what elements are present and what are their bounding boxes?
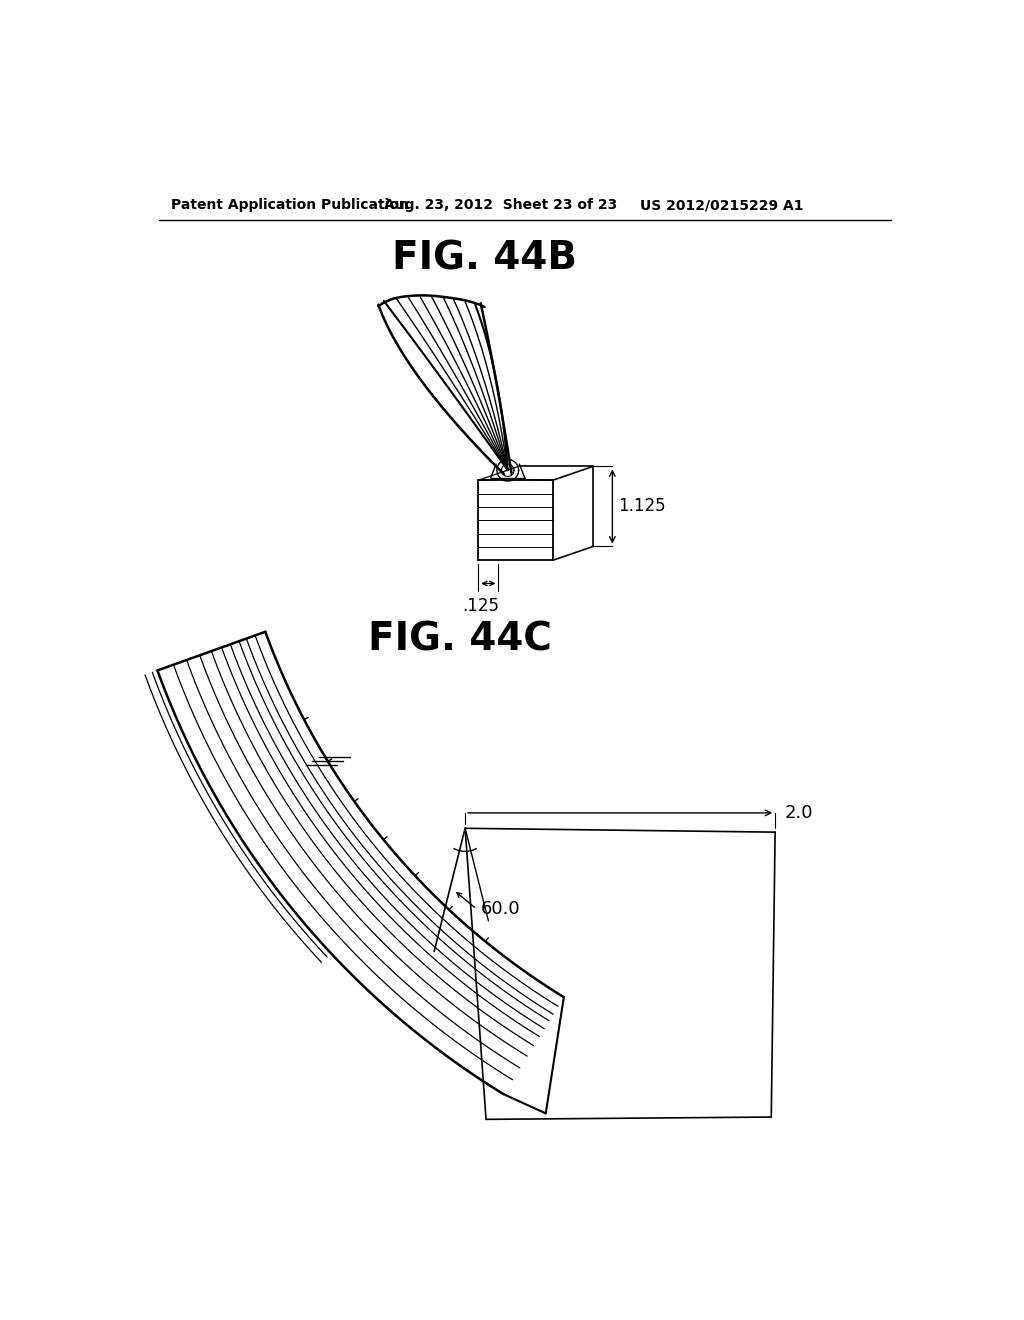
- Text: 60.0: 60.0: [480, 900, 520, 919]
- Text: Patent Application Publication: Patent Application Publication: [171, 198, 409, 213]
- Text: .125: .125: [462, 598, 499, 615]
- Text: US 2012/0215229 A1: US 2012/0215229 A1: [640, 198, 803, 213]
- Text: 1.125: 1.125: [618, 498, 667, 515]
- Text: FIG. 44C: FIG. 44C: [369, 620, 552, 659]
- Text: Aug. 23, 2012  Sheet 23 of 23: Aug. 23, 2012 Sheet 23 of 23: [384, 198, 617, 213]
- Text: FIG. 44B: FIG. 44B: [391, 239, 577, 277]
- Text: 2.0: 2.0: [784, 804, 813, 822]
